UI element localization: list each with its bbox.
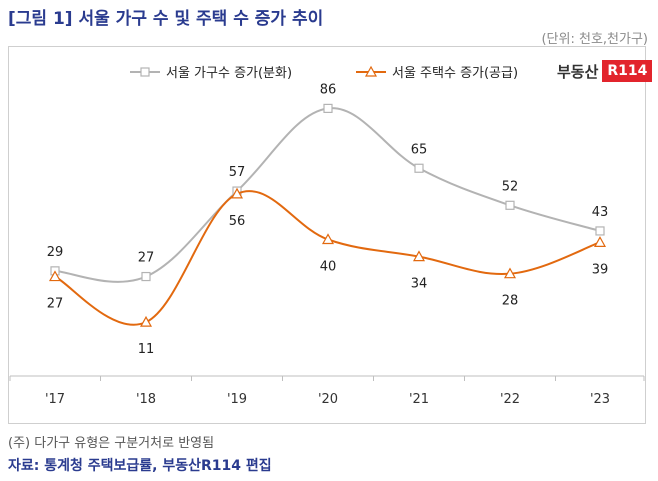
data-point-housing <box>321 233 335 245</box>
data-point-households <box>505 200 515 210</box>
x-tick-label: '20 <box>318 392 338 407</box>
data-point-housing <box>503 267 517 279</box>
x-tick-label: '23 <box>590 392 610 407</box>
footnote: (주) 다가구 유형은 구분거처로 반영됨 <box>8 436 215 451</box>
data-label-housing: 39 <box>592 262 609 277</box>
brand-logo: 부동산 R114 <box>557 60 653 82</box>
data-point-housing <box>139 315 153 327</box>
data-label-housing: 56 <box>229 214 246 229</box>
legend-label: 서울 주택수 증가(공급) <box>392 66 518 81</box>
data-label-households: 29 <box>47 245 64 260</box>
data-label-housing: 27 <box>47 297 64 312</box>
chart-frame <box>8 46 646 424</box>
x-tick-label: '21 <box>409 392 429 407</box>
source-note: 자료: 통계청 주택보급률, 부동산R114 편집 <box>8 458 272 474</box>
legend-label: 서울 가구수 증가(분화) <box>166 66 292 81</box>
legend-marker-square <box>140 67 150 77</box>
data-point-households <box>323 103 333 114</box>
chart-title: [그림 1] 서울 가구 수 및 주택 수 증가 추이 <box>8 9 324 29</box>
data-point-households <box>595 226 605 236</box>
data-point-housing <box>593 236 607 247</box>
x-tick-label: '17 <box>45 392 65 407</box>
x-tick-label: '19 <box>227 392 247 407</box>
data-point-housing <box>48 270 62 282</box>
x-tick-label: '22 <box>500 392 520 407</box>
data-label-households: 27 <box>138 251 155 266</box>
data-label-housing: 34 <box>411 277 428 292</box>
data-label-housing: 28 <box>502 294 519 309</box>
data-point-households <box>141 271 151 282</box>
data-label-households: 52 <box>502 179 519 194</box>
data-label-households: 57 <box>229 165 246 180</box>
data-point-housing <box>412 250 426 262</box>
data-label-households: 43 <box>592 205 609 220</box>
data-point-households <box>414 163 424 173</box>
data-label-households: 65 <box>411 142 428 157</box>
brand-name: 부동산 <box>557 62 599 81</box>
data-label-housing: 11 <box>138 342 155 357</box>
data-label-housing: 40 <box>320 260 337 275</box>
unit-label: (단위: 천호,천가구) <box>541 32 648 47</box>
legend-marker-triangle <box>364 65 378 77</box>
data-label-households: 86 <box>320 82 337 97</box>
brand-mark: R114 <box>602 60 653 82</box>
data-point-housing <box>230 187 244 199</box>
x-tick-label: '18 <box>136 392 156 407</box>
